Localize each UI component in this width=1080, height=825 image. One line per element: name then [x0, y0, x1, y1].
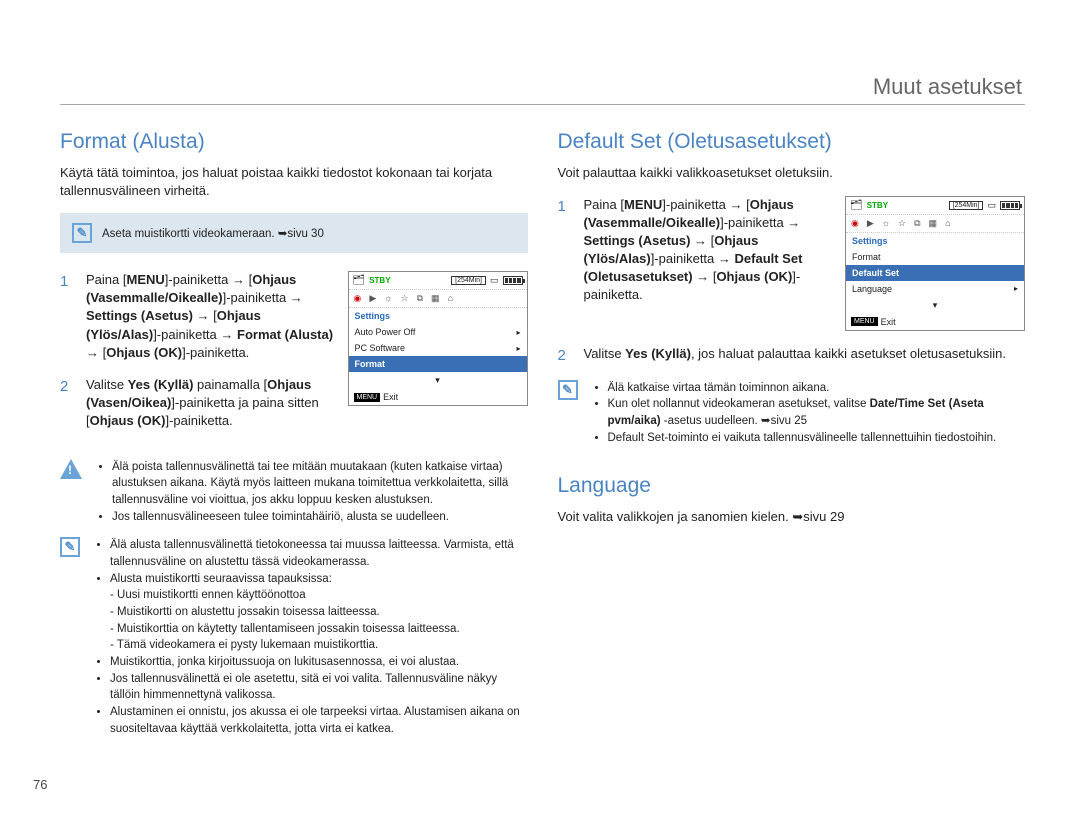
left-column: Format (Alusta) Käytä tätä toimintoa, jo… — [60, 130, 528, 749]
battery-icon — [1000, 201, 1020, 210]
step-number: 1 — [60, 271, 74, 362]
defaultset-intro: Voit palauttaa kaikki valikkoasetukset o… — [558, 164, 1026, 182]
info-block: ✎ Älä alusta tallennusvälinettä tietokon… — [60, 537, 528, 737]
lcd-item: Auto Power Off▸ — [349, 324, 527, 340]
info-icon: ✎ — [558, 380, 578, 400]
step-text: Valitse Yes (Kyllä) painamalla [Ohjaus (… — [86, 376, 338, 431]
language-intro: Voit valita valikkojen ja sanomien kiele… — [558, 508, 1026, 526]
step-text: Paina [MENU]-painiketta → [Ohjaus (Vasem… — [86, 271, 338, 362]
lcd-item: PC Software▸ — [349, 340, 527, 356]
warning-icon — [60, 459, 82, 479]
warning-block: Älä poista tallennusvälinettä tai tee mi… — [60, 459, 528, 526]
lcd-time: [254Min] — [949, 201, 984, 210]
lcd-screenshot-defaultset: 🗂 STBY [254Min] ▭ ◉▶☼☆⧉▦⌂ Settings Forma… — [845, 196, 1025, 331]
step-number: 2 — [558, 345, 572, 366]
info-subbullet: Muistikortti on alustettu jossakin toise… — [120, 604, 528, 621]
lcd-footer: MENUExit — [349, 389, 527, 405]
info-bullet: Alusta muistikortti seuraavissa tapauksi… — [110, 571, 528, 654]
lcd-scroll-down: ▾ — [349, 372, 527, 389]
info-bullet: Älä alusta tallennusvälinettä tietokonee… — [110, 537, 528, 570]
warn-bullet: Jos tallennusvälineeseen tulee toimintah… — [112, 509, 528, 526]
lcd-menu-title: Settings — [846, 233, 1024, 249]
page-number: 76 — [33, 777, 47, 792]
lcd-stby: STBY — [867, 201, 888, 210]
defaultset-step-1: 1 Paina [MENU]-painiketta → [Ohjaus (Vas… — [558, 196, 836, 305]
step-text: Valitse Yes (Kyllä), jos haluat palautta… — [584, 345, 1026, 366]
info-icon: ✎ — [60, 537, 80, 557]
defaultset-step-2: 2 Valitse Yes (Kyllä), jos haluat palaut… — [558, 345, 1026, 366]
info-block: ✎ Älä katkaise virtaa tämän toiminnon ai… — [558, 380, 1026, 447]
header-divider — [60, 104, 1025, 105]
warn-bullet: Älä poista tallennusvälinettä tai tee mi… — [112, 459, 528, 509]
lcd-stby: STBY — [369, 276, 390, 285]
info-subbullet: Uusi muistikortti ennen käyttöönottoa — [120, 587, 528, 604]
step-number: 2 — [60, 376, 74, 431]
card-small-icon: ▭ — [490, 275, 499, 286]
lcd-item: Format — [846, 249, 1024, 265]
card-icon: 🗂 — [850, 200, 863, 211]
step-number: 1 — [558, 196, 572, 305]
lcd-item-selected: Default Set — [846, 265, 1024, 281]
card-icon: 🗂 — [353, 275, 366, 286]
insert-card-note: ✎ Aseta muistikortti videokameraan. ➥siv… — [60, 213, 528, 253]
format-step-1: 1 Paina [MENU]-painiketta → [Ohjaus (Vas… — [60, 271, 338, 362]
lcd-icon-row: ◉▶☼☆⧉▦⌂ — [846, 215, 1024, 233]
lcd-icon-row: ◉▶☼☆⧉▦⌂ — [349, 290, 527, 308]
info-subbullet: Muistikorttia on käytetty tallentamiseen… — [120, 621, 528, 638]
info-bullet: Alustaminen ei onnistu, jos akussa ei ol… — [110, 704, 528, 737]
page-header-title: Muut asetukset — [873, 74, 1022, 100]
note-text: Aseta muistikortti videokameraan. ➥sivu … — [102, 226, 324, 240]
lcd-time: [254Min] — [451, 276, 486, 285]
language-heading: Language — [558, 474, 1026, 498]
lcd-screenshot-format: 🗂 STBY [254Min] ▭ ◉▶☼☆⧉▦⌂ Settings Auto … — [348, 271, 528, 406]
step-text: Paina [MENU]-painiketta → [Ohjaus (Vasem… — [584, 196, 836, 305]
format-intro: Käytä tätä toimintoa, jos haluat poistaa… — [60, 164, 528, 199]
lcd-item: Language▸ — [846, 281, 1024, 297]
info-bullet: Kun olet nollannut videokameran asetukse… — [608, 396, 1026, 429]
info-bullet: Jos tallennusvälinettä ei ole asetettu, … — [110, 671, 528, 704]
card-small-icon: ▭ — [987, 200, 996, 211]
info-subbullet: Tämä videokamera ei pysty lukemaan muist… — [120, 637, 528, 654]
right-column: Default Set (Oletusasetukset) Voit palau… — [558, 130, 1026, 749]
format-step-2: 2 Valitse Yes (Kyllä) painamalla [Ohjaus… — [60, 376, 338, 431]
info-icon: ✎ — [72, 223, 92, 243]
lcd-item-selected: Format — [349, 356, 527, 372]
lcd-footer: MENUExit — [846, 314, 1024, 330]
battery-icon — [503, 276, 523, 285]
info-bullet: Muistikorttia, jonka kirjoitussuoja on l… — [110, 654, 528, 671]
info-bullet: Default Set-toiminto ei vaikuta tallennu… — [608, 430, 1026, 447]
lcd-scroll-down: ▾ — [846, 297, 1024, 314]
lcd-menu-title: Settings — [349, 308, 527, 324]
defaultset-heading: Default Set (Oletusasetukset) — [558, 130, 1026, 154]
format-heading: Format (Alusta) — [60, 130, 528, 154]
info-bullet: Älä katkaise virtaa tämän toiminnon aika… — [608, 380, 1026, 397]
